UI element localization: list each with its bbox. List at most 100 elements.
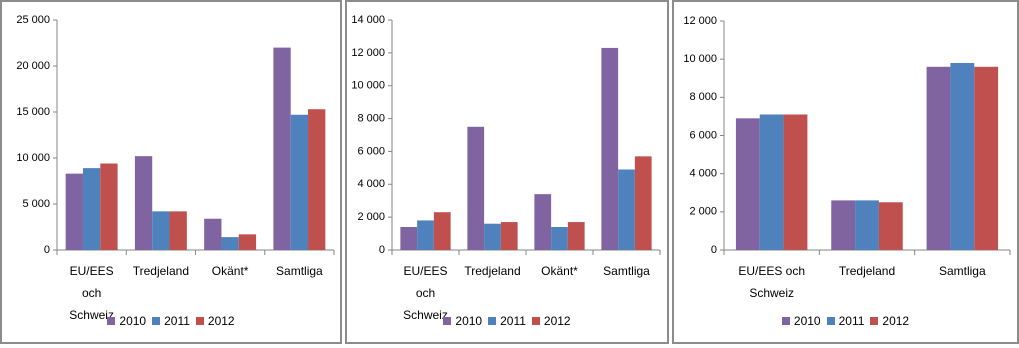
legend-swatch bbox=[195, 317, 204, 325]
bar bbox=[926, 66, 951, 250]
x-tick-label: EU/EES och Schweiz bbox=[69, 264, 114, 322]
y-tick-label: 10 000 bbox=[351, 80, 385, 92]
y-tick-label: 14 000 bbox=[351, 14, 385, 26]
legend-label: 2010 bbox=[119, 314, 147, 328]
y-tick-label: 25 000 bbox=[16, 14, 50, 26]
legend-item: 2012 bbox=[531, 314, 571, 328]
legend-swatch bbox=[152, 317, 161, 325]
y-tick-label: 12 000 bbox=[351, 47, 385, 59]
legend-label: 2012 bbox=[543, 314, 571, 328]
y-tick-label: 10 000 bbox=[16, 152, 50, 164]
x-tick-label: Samtliga bbox=[276, 264, 323, 278]
bar bbox=[601, 47, 619, 250]
legend: 2010 2011 2012 bbox=[2, 314, 340, 328]
legend-swatch bbox=[443, 317, 452, 325]
bar bbox=[551, 227, 568, 250]
bar bbox=[221, 237, 239, 250]
legend-label: 2011 bbox=[500, 314, 526, 328]
y-tick-label: 0 bbox=[379, 244, 385, 256]
bar bbox=[618, 169, 635, 250]
y-tick-label: 2 000 bbox=[689, 206, 717, 218]
legend-swatch bbox=[781, 317, 790, 325]
legend-label: 2012 bbox=[882, 314, 910, 328]
x-tick-label: Okänt* bbox=[211, 264, 249, 278]
bar bbox=[433, 212, 451, 250]
bar bbox=[290, 114, 309, 250]
bar bbox=[878, 202, 903, 250]
y-tick-label: 12 000 bbox=[683, 15, 717, 27]
legend-item: 2010 bbox=[107, 314, 146, 328]
bar bbox=[783, 114, 808, 250]
chart-panel: 0 2 000 4 000 6 000 8 000 10 000 12 000 14 000 E… bbox=[345, 0, 669, 344]
legend-item: 2012 bbox=[870, 314, 909, 328]
legend: 2010 2011 2012 bbox=[674, 314, 1017, 328]
chart: 0 2 000 4 000 6 000 8 000 10 000 12 000 14 000 bbox=[351, 14, 661, 256]
bar bbox=[484, 223, 501, 250]
legend-swatch bbox=[488, 317, 497, 325]
legend-item: 2011 bbox=[826, 314, 865, 328]
bar bbox=[204, 218, 222, 250]
legend: 2010 2011 2012 bbox=[347, 314, 667, 328]
bar bbox=[65, 173, 83, 250]
legend-item: 2010 bbox=[443, 314, 482, 328]
bar bbox=[831, 200, 856, 250]
bar bbox=[417, 220, 434, 250]
legend-label: 2011 bbox=[838, 314, 865, 328]
y-tick-label: 0 bbox=[711, 244, 717, 256]
x-tick-label: Tredjeland bbox=[132, 264, 189, 278]
legend-label: 2010 bbox=[793, 314, 821, 328]
legend-label: 2012 bbox=[207, 314, 235, 328]
bar bbox=[500, 222, 518, 250]
legend-label: 2011 bbox=[164, 314, 190, 328]
y-tick-label: 4 000 bbox=[357, 178, 385, 190]
y-tick-label: 6 000 bbox=[357, 145, 385, 157]
x-tick-label: EU/EES och Schweiz bbox=[403, 264, 448, 322]
bar bbox=[100, 163, 118, 250]
y-tick-label: 8 000 bbox=[357, 112, 385, 124]
y-tick-label: 15 000 bbox=[16, 106, 50, 118]
y-tick-label: 4 000 bbox=[689, 168, 717, 180]
legend-item: 2011 bbox=[152, 314, 190, 328]
bar bbox=[152, 211, 170, 250]
chart: 0 5 000 10 000 15 000 20 000 25 000 bbox=[16, 14, 335, 256]
bar bbox=[634, 156, 652, 250]
x-tick-label: Samtliga bbox=[938, 264, 986, 278]
bar bbox=[169, 211, 187, 250]
legend-label: 2010 bbox=[455, 314, 483, 328]
bar bbox=[974, 66, 999, 250]
y-tick-label: 10 000 bbox=[683, 53, 717, 65]
bar bbox=[134, 156, 153, 250]
chart: 0 2 000 4 000 6 000 8 000 10 000 12 000 bbox=[683, 15, 1011, 256]
bar bbox=[82, 168, 101, 250]
legend-swatch bbox=[826, 317, 835, 325]
bar bbox=[567, 222, 585, 250]
legend-item: 2012 bbox=[195, 314, 235, 328]
bar bbox=[534, 194, 552, 250]
y-tick-label: 20 000 bbox=[16, 60, 50, 72]
bar bbox=[735, 118, 760, 250]
y-tick-label: 8 000 bbox=[689, 91, 717, 103]
legend-swatch bbox=[107, 317, 116, 325]
bar bbox=[400, 227, 418, 250]
legend-swatch bbox=[870, 317, 879, 325]
chart-panel: 0 5 000 10 000 15 000 20 000 25 000 EU/EES och… bbox=[0, 0, 342, 344]
bar bbox=[467, 126, 485, 250]
legend-item: 2010 bbox=[781, 314, 821, 328]
y-tick-label: 5 000 bbox=[22, 198, 50, 210]
x-tick-label: Tredjeland bbox=[838, 264, 896, 278]
bar bbox=[308, 109, 326, 251]
x-tick-label: Okänt* bbox=[541, 264, 578, 278]
legend-item: 2011 bbox=[488, 314, 526, 328]
x-tick-label: Samtliga bbox=[603, 264, 650, 278]
y-tick-label: 6 000 bbox=[689, 129, 717, 141]
chart-panel: 0 2 000 4 000 6 000 8 000 10 000 12 000 EU/EES … bbox=[672, 0, 1019, 344]
legend-swatch bbox=[531, 317, 540, 325]
y-tick-label: 2 000 bbox=[357, 211, 385, 223]
bar bbox=[273, 47, 291, 250]
bar bbox=[950, 62, 975, 250]
x-tick-label: EU/EES och Schweiz bbox=[738, 264, 806, 300]
bar bbox=[759, 114, 784, 250]
bar bbox=[855, 200, 879, 250]
bar bbox=[238, 234, 257, 250]
